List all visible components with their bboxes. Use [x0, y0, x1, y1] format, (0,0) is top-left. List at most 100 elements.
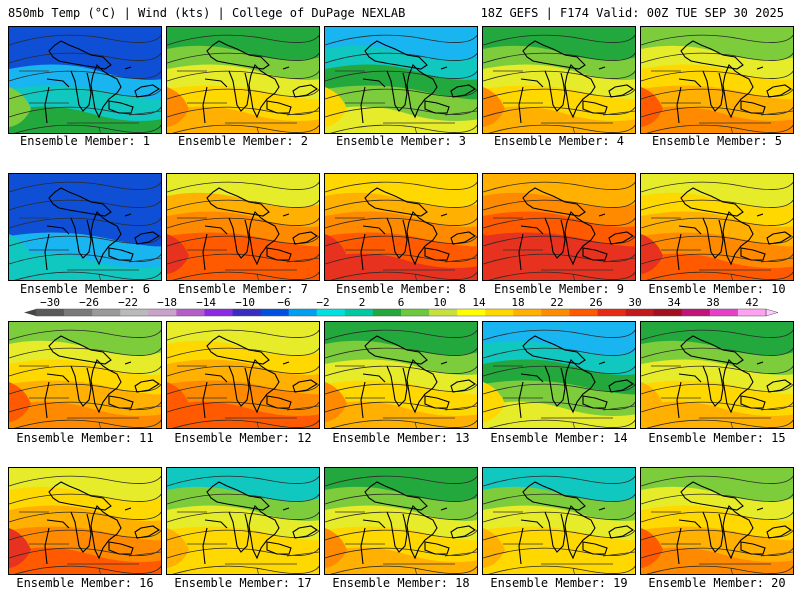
- wind-contour: [330, 419, 477, 428]
- wind-contour: [330, 565, 477, 574]
- great-lakes-coastline: [48, 335, 112, 365]
- wind-contour: [483, 52, 635, 64]
- colorbar-swatch: [260, 309, 290, 316]
- state-borders: [19, 70, 161, 133]
- ensemble-member-label: Ensemble Member: 13: [332, 431, 470, 445]
- wind-contour: [167, 181, 319, 193]
- great-lakes-coastline: [282, 361, 290, 365]
- great-lakes-coastline: [608, 84, 635, 98]
- colorbar-swatch: [148, 309, 177, 316]
- great-lakes-coastline: [680, 40, 744, 70]
- colorbar-tick-label: 18: [511, 296, 524, 309]
- great-lakes-coastline: [598, 507, 606, 511]
- great-lakes-coastline: [676, 225, 702, 271]
- great-lakes-coastline: [680, 187, 744, 217]
- map-field: [325, 322, 477, 428]
- state-borders: [335, 217, 477, 280]
- colorbar-left-arrow: [24, 309, 36, 316]
- great-lakes-coastline: [440, 213, 448, 217]
- great-lakes-coastline: [544, 511, 566, 553]
- wind-contour: [172, 419, 319, 428]
- wind-contour: [646, 124, 793, 133]
- colorbar-tick-label: 6: [398, 296, 405, 309]
- wind-contour: [641, 493, 793, 505]
- great-lakes-coastline: [360, 225, 386, 271]
- ensemble-member-label: Ensemble Member: 18: [332, 576, 470, 590]
- great-lakes-coastline: [740, 100, 766, 114]
- ensemble-member-map: [166, 467, 320, 575]
- ensemble-member-label: Ensemble Member: 16: [16, 576, 154, 590]
- state-borders: [493, 511, 635, 574]
- great-lakes-coastline: [202, 373, 228, 419]
- great-lakes-coastline: [44, 519, 70, 565]
- great-lakes-coastline: [450, 525, 477, 539]
- great-lakes-coastline: [70, 365, 92, 407]
- ensemble-member-map: [640, 321, 794, 429]
- colorbar-right-arrow: [765, 308, 779, 317]
- wind-contour: [641, 199, 793, 211]
- colorbar-tick-label: 22: [550, 296, 563, 309]
- wind-contour: [14, 419, 161, 428]
- colorbar-swatch: [737, 309, 767, 316]
- wind-contour: [641, 329, 793, 341]
- great-lakes-coastline: [424, 395, 450, 409]
- wind-contour: [488, 271, 635, 280]
- great-lakes-coastline: [608, 231, 635, 245]
- wind-contour: [488, 419, 635, 428]
- ensemble-member-map: [166, 321, 320, 429]
- state-borders: [177, 511, 319, 574]
- great-lakes-coastline: [722, 359, 754, 414]
- wind-contour: [9, 235, 161, 247]
- ensemble-member-label: Ensemble Member: 7: [177, 282, 309, 296]
- ensemble-member-map: [324, 173, 478, 281]
- great-lakes-coastline: [424, 541, 450, 555]
- ensemble-member-map: [482, 467, 636, 575]
- great-lakes-coastline: [564, 64, 596, 119]
- great-lakes-coastline: [206, 481, 270, 511]
- map-field: [167, 322, 319, 428]
- wind-contour: [167, 347, 319, 359]
- great-lakes-coastline: [360, 78, 386, 124]
- great-lakes-coastline: [202, 78, 228, 124]
- great-lakes-coastline: [108, 100, 134, 114]
- colorbar-tick-label: −2: [316, 296, 329, 309]
- great-lakes-coastline: [450, 231, 477, 245]
- map-field: [641, 174, 793, 280]
- chart-title: 850mb Temp (°C) | Wind (kts) | College o…: [8, 6, 406, 20]
- great-lakes-coastline: [676, 78, 702, 124]
- wind-contour: [9, 493, 161, 505]
- colorbar-tick-label: 34: [667, 296, 681, 309]
- great-lakes-coastline: [48, 187, 112, 217]
- great-lakes-coastline: [518, 373, 544, 419]
- colorbar-tick-label: −22: [118, 296, 138, 309]
- ensemble-member-map: [482, 321, 636, 429]
- wind-contour: [167, 34, 319, 46]
- great-lakes-coastline: [48, 481, 112, 511]
- map-field: [167, 27, 319, 133]
- great-lakes-coastline: [206, 40, 270, 70]
- wind-contour: [483, 347, 635, 359]
- ensemble-member-label: Ensemble Member: 20: [648, 576, 786, 590]
- wind-contour: [9, 88, 161, 100]
- great-lakes-coastline: [70, 217, 92, 259]
- wind-contour: [325, 529, 477, 541]
- wind-contour: [9, 199, 161, 211]
- great-lakes-coastline: [70, 70, 92, 112]
- great-lakes-coastline: [756, 361, 764, 365]
- wind-contour: [483, 34, 635, 46]
- great-lakes-coastline: [564, 211, 596, 266]
- great-lakes-coastline: [564, 359, 596, 414]
- great-lakes-coastline: [124, 213, 132, 217]
- great-lakes-coastline: [544, 365, 566, 407]
- map-field: [483, 322, 635, 428]
- ensemble-member-label: Ensemble Member: 8: [335, 282, 467, 296]
- wind-contour: [9, 181, 161, 193]
- ensemble-member-label: Ensemble Member: 1: [19, 134, 151, 148]
- state-borders: [177, 217, 319, 280]
- great-lakes-coastline: [702, 511, 724, 553]
- great-lakes-coastline: [598, 213, 606, 217]
- ensemble-member-label: Ensemble Member: 9: [493, 282, 625, 296]
- great-lakes-coastline: [582, 395, 608, 409]
- wind-contour: [483, 383, 635, 395]
- great-lakes-coastline: [228, 511, 250, 553]
